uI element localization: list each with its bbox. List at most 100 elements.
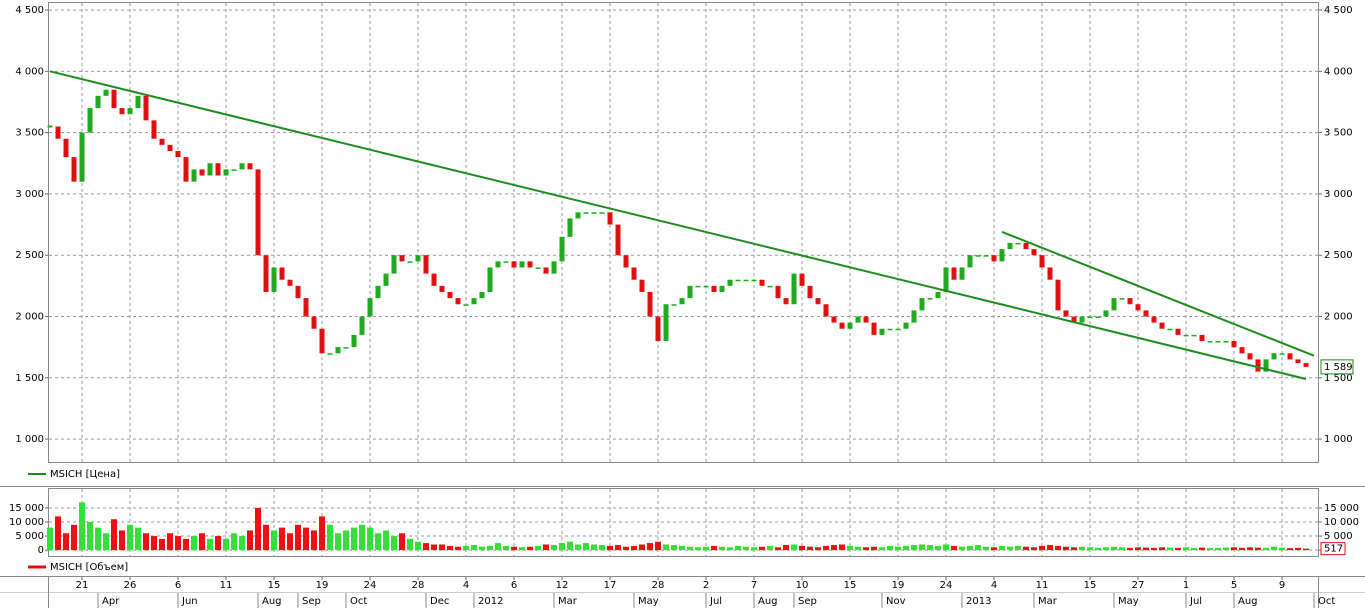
candle: [199, 169, 205, 176]
y-tick-label: 1 000: [1324, 434, 1353, 445]
volume-bar: [743, 546, 749, 551]
candle: [767, 285, 773, 288]
volume-bar: [895, 546, 901, 551]
candle: [231, 169, 237, 171]
candle: [1223, 341, 1229, 343]
volume-bar: [439, 544, 445, 551]
candle: [879, 328, 885, 335]
x-tick-label: 2: [703, 580, 709, 591]
x-tick-label: 15: [268, 580, 281, 591]
candle: [495, 261, 501, 268]
candle: [943, 267, 949, 292]
volume-bar: [567, 541, 573, 551]
volume-bar: [1191, 547, 1197, 551]
candle: [679, 298, 685, 305]
volume-bar: [519, 547, 525, 551]
volume-bar: [1047, 545, 1053, 551]
volume-bar: [335, 533, 341, 551]
volume-bar: [199, 533, 205, 551]
volume-bar: [375, 533, 381, 551]
volume-bar: [471, 545, 477, 551]
volume-bar: [503, 545, 509, 551]
volume-bar: [1231, 547, 1237, 551]
x-tick-label: 10: [796, 580, 809, 591]
volume-bar: [1135, 547, 1141, 551]
volume-bar: [511, 546, 517, 551]
candle: [903, 322, 909, 329]
volume-bar: [559, 543, 565, 551]
volume-bar: [159, 538, 165, 551]
y-tick-label: 10 000: [1324, 517, 1359, 528]
candle: [1175, 328, 1181, 335]
candle: [959, 267, 965, 280]
volume-bar: [1151, 547, 1157, 551]
volume-bar: [343, 530, 349, 551]
candle: [1239, 347, 1245, 354]
candle: [343, 347, 349, 349]
candle: [935, 291, 941, 299]
candle: [759, 279, 765, 286]
candle: [847, 322, 853, 329]
month-label: Nov: [886, 596, 906, 607]
candle: [391, 255, 397, 274]
y-tick-label: 10 000: [9, 517, 44, 528]
candle: [1063, 310, 1069, 317]
volume-bar: [319, 516, 325, 551]
volume-bar: [255, 507, 261, 551]
x-tick-label: 28: [652, 580, 665, 591]
volume-bar: [47, 527, 53, 551]
candle: [1039, 255, 1045, 268]
candle: [855, 316, 861, 323]
candle: [1031, 249, 1037, 256]
volume-bar: [303, 527, 309, 551]
candle: [575, 212, 581, 219]
volume-bar: [431, 544, 437, 551]
volume-bar: [607, 545, 613, 551]
volume-bar: [887, 545, 893, 551]
y-tick-label: 4 000: [15, 66, 44, 77]
candle: [143, 95, 149, 121]
volume-bar: [1143, 547, 1149, 551]
volume-bar: [671, 545, 677, 551]
candle: [1183, 334, 1189, 337]
candle: [663, 304, 669, 342]
candle: [703, 285, 709, 288]
candle: [887, 328, 893, 331]
candle: [111, 89, 117, 109]
volume-bar: [1015, 545, 1021, 551]
candle: [999, 249, 1005, 262]
candle: [255, 169, 261, 256]
y-tick-label: 2 500: [1324, 250, 1353, 261]
volume-bar: [103, 533, 109, 551]
candle: [79, 132, 85, 182]
candle: [1047, 267, 1053, 280]
candle: [727, 279, 733, 286]
volume-bar: [183, 538, 189, 551]
volume-bar: [295, 524, 301, 551]
volume-bar: [1287, 548, 1293, 551]
volume-bar: [983, 546, 989, 551]
volume-bar: [1127, 547, 1133, 551]
candle: [271, 267, 277, 292]
candle: [695, 285, 701, 288]
y-tick-label: 1 500: [1324, 373, 1353, 384]
candle: [103, 89, 109, 96]
volume-bar: [167, 533, 173, 551]
x-tick-label: 24: [940, 580, 953, 591]
volume-bar: [871, 546, 877, 551]
volume-bar: [95, 527, 101, 551]
month-label: 2013: [966, 596, 991, 607]
candle: [287, 279, 293, 286]
candle: [743, 279, 749, 282]
x-tick-label: 4: [463, 580, 469, 591]
volume-bar: [1111, 546, 1117, 551]
candle: [1071, 316, 1077, 323]
volume-bar: [735, 545, 741, 551]
candle: [919, 298, 925, 311]
candle: [151, 120, 157, 139]
x-tick-label: 11: [220, 580, 233, 591]
candle: [639, 279, 645, 292]
y-tick-label: 2 000: [1324, 311, 1353, 322]
volume-bar: [135, 527, 141, 551]
